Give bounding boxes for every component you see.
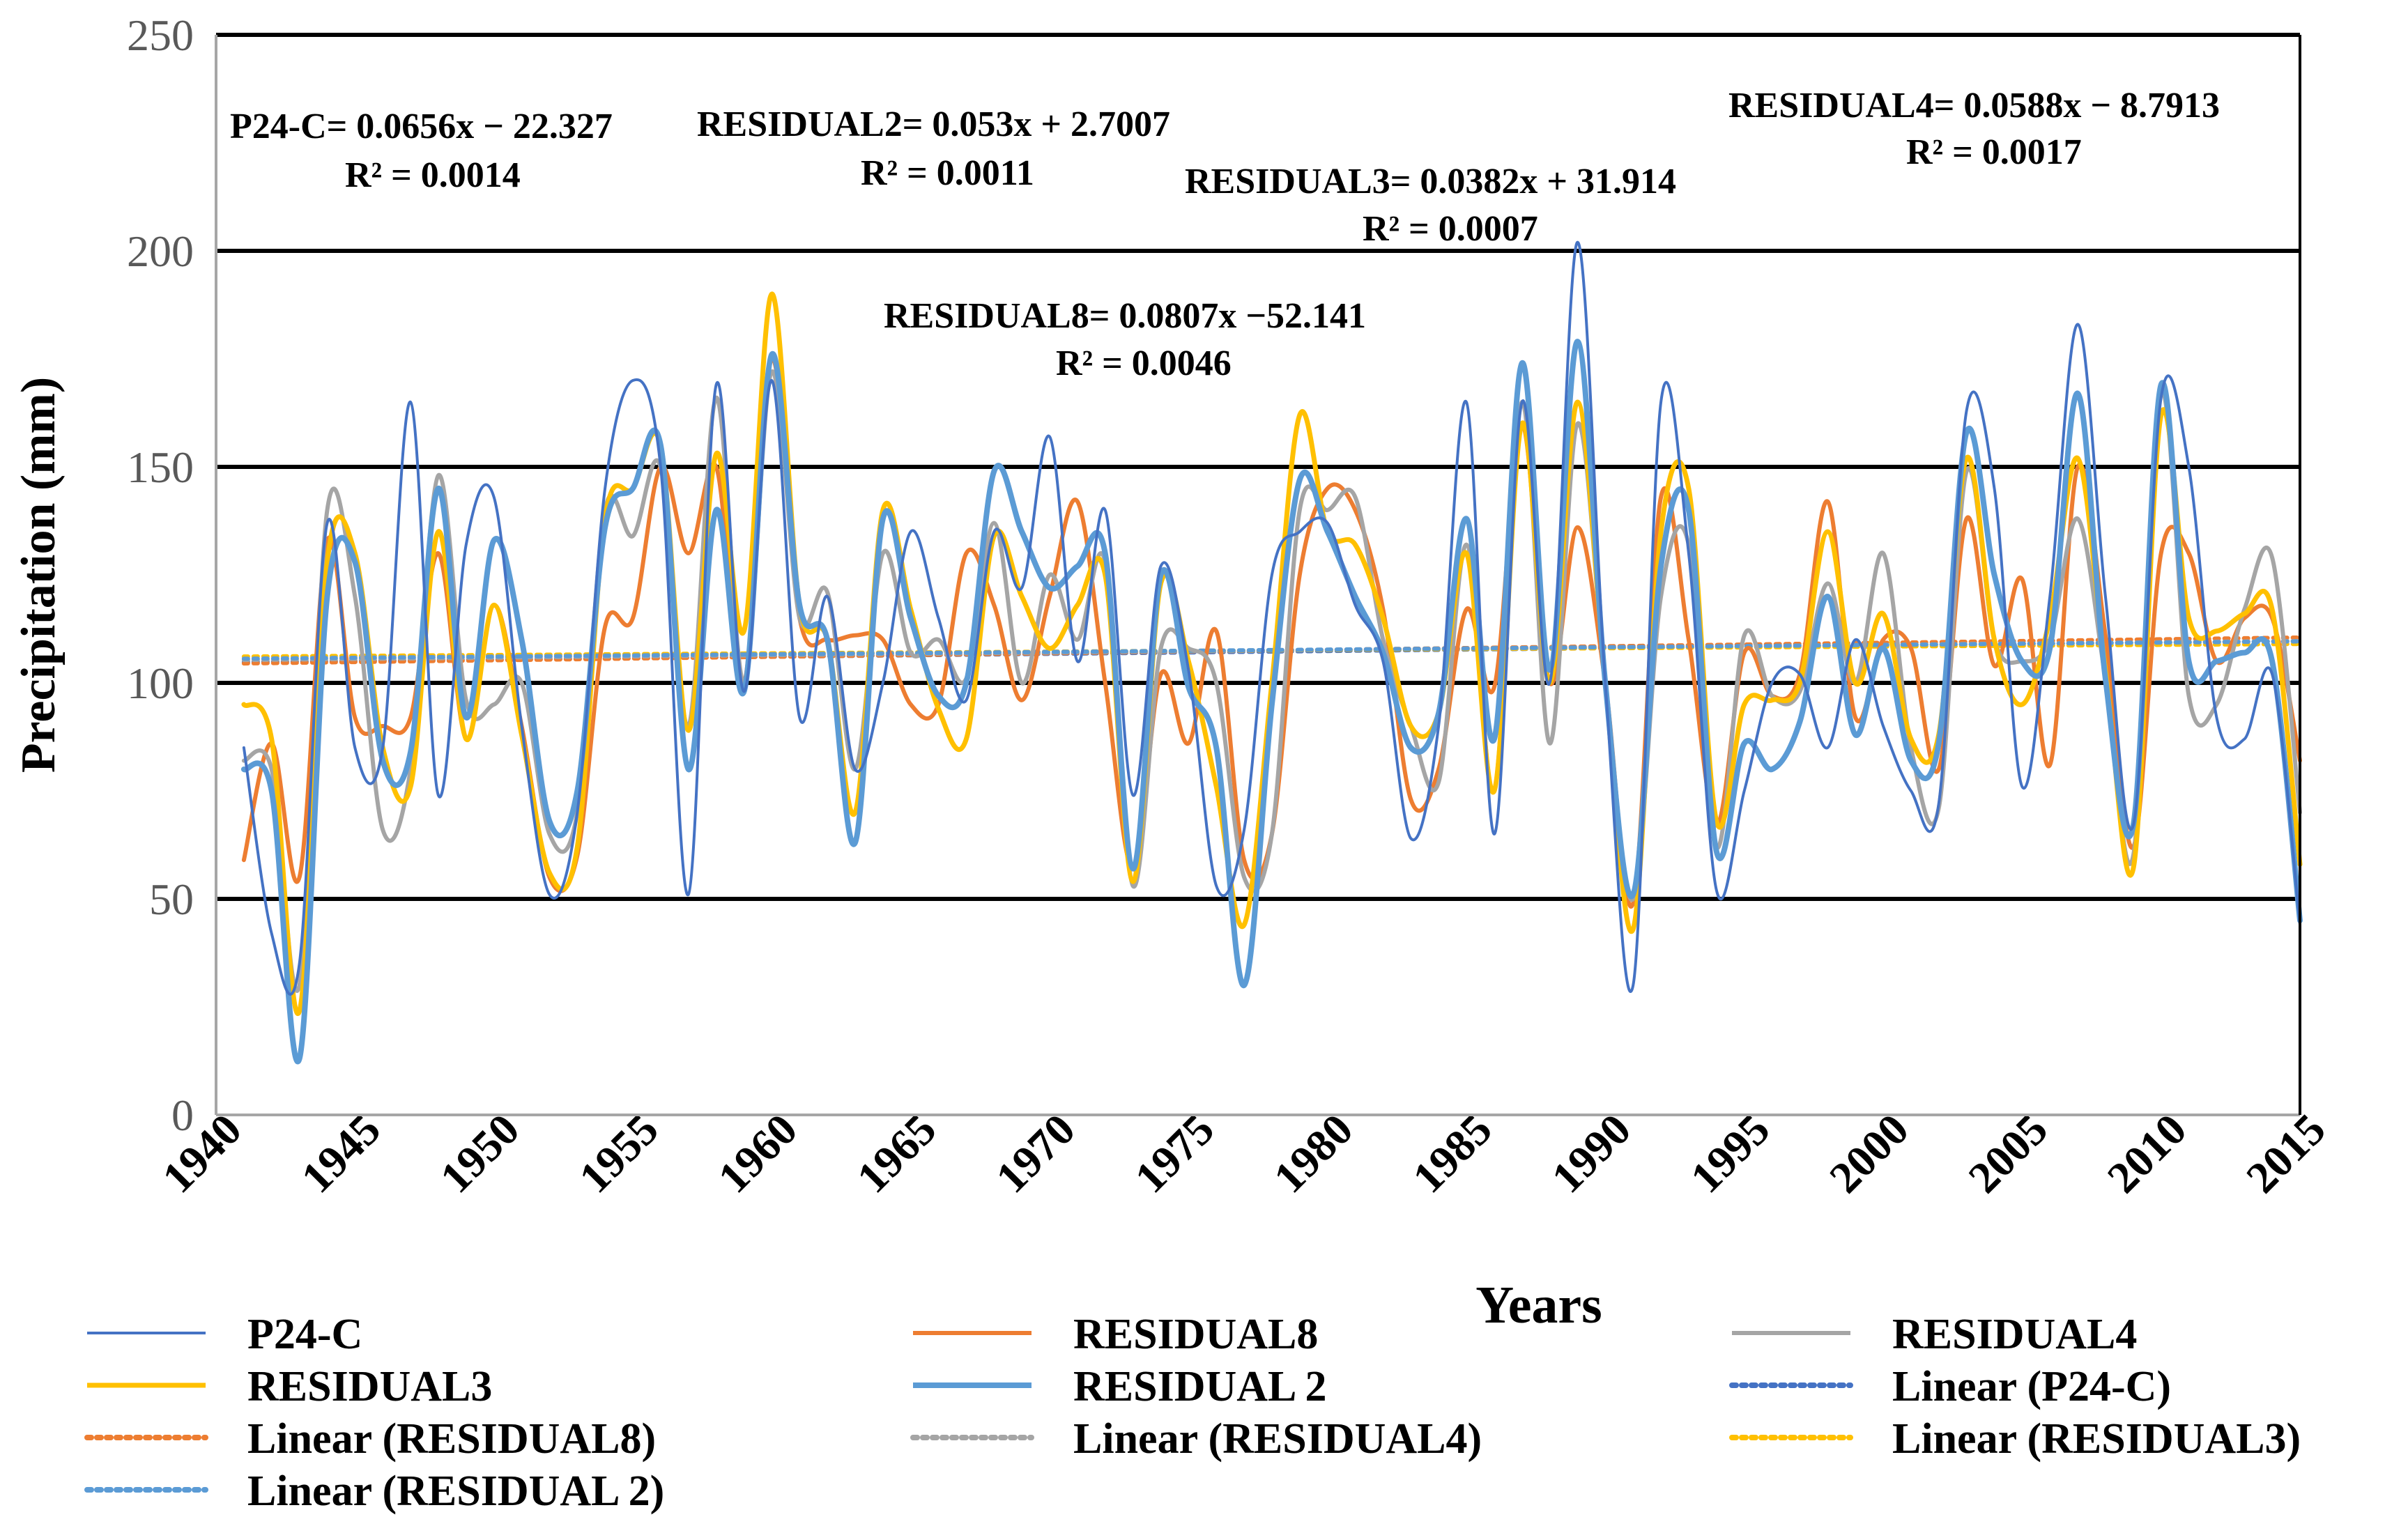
svg-text:RESIDUAL2= 0.053x + 2.7007: RESIDUAL2= 0.053x + 2.7007: [697, 105, 1170, 144]
x-tick-2010: 2010: [2098, 1104, 2196, 1203]
legend-item-linear-residual-2: Linear (RESIDUAL 2): [84, 1467, 664, 1515]
x-axis-title: Years: [1475, 1276, 1602, 1334]
svg-text:P24-C= 0.0656x − 22.327: P24-C= 0.0656x − 22.327: [230, 107, 613, 146]
legend-label-residual8: RESIDUAL8: [1073, 1311, 1318, 1358]
legend: P24-C RESIDUAL8 RESIDUAL4 RESIDUAL3 RESIDUAL…: [84, 1311, 2301, 1515]
x-tick-1995: 1995: [1681, 1104, 1779, 1203]
x-tick-labels: 1940 1945 1950 1955 1960 1965 1970 1975 1980 1985…: [153, 1104, 2335, 1203]
annotation-residual3: RESIDUAL3= 0.0382x + 31.914 R² = 0.0007: [1185, 162, 1676, 249]
legend-item-linear-p24-c: Linear (P24-C): [1729, 1363, 2171, 1410]
legend-label-p24-c: P24-C: [247, 1311, 362, 1358]
x-tick-1955: 1955: [569, 1104, 668, 1203]
legend-item-linear-residual4: Linear (RESIDUAL4): [910, 1415, 1482, 1463]
gridlines: [216, 33, 2300, 901]
y-tick-labels: 0 50 100 150 200 250: [127, 10, 194, 1140]
legend-item-linear-residual3: Linear (RESIDUAL3): [1729, 1415, 2301, 1463]
svg-text:RESIDUAL3= 0.0382x + 31.914: RESIDUAL3= 0.0382x + 31.914: [1185, 162, 1676, 201]
legend-label-residual4: RESIDUAL4: [1892, 1311, 2137, 1358]
x-tick-1960: 1960: [709, 1104, 807, 1203]
legend-label-linear-residual8: Linear (RESIDUAL8): [247, 1415, 656, 1463]
series-line-residual-2: [240, 339, 2303, 1065]
y-tick-150: 150: [127, 442, 194, 492]
x-tick-1990: 1990: [1542, 1104, 1641, 1203]
annotation-residual8: RESIDUAL8= 0.0807x −52.141 R² = 0.0046: [884, 296, 1366, 383]
x-tick-1940: 1940: [153, 1104, 251, 1203]
legend-item-residual8: RESIDUAL8: [913, 1311, 1318, 1358]
x-tick-1965: 1965: [848, 1104, 946, 1203]
svg-text:R² = 0.0011: R² = 0.0011: [861, 153, 1034, 193]
legend-label-linear-residual-2: Linear (RESIDUAL 2): [247, 1467, 664, 1515]
y-axis-title: Precipitation (mm): [12, 377, 66, 773]
x-tick-1970: 1970: [986, 1104, 1084, 1203]
legend-label-residual3: RESIDUAL3: [247, 1363, 492, 1410]
x-tick-1945: 1945: [292, 1104, 390, 1203]
svg-text:RESIDUAL4= 0.0588x − 8.7913: RESIDUAL4= 0.0588x − 8.7913: [1728, 86, 2220, 125]
legend-item-linear-residual8: Linear (RESIDUAL8): [84, 1415, 656, 1463]
x-tick-1985: 1985: [1403, 1104, 1501, 1203]
y-tick-50: 50: [149, 875, 194, 924]
legend-label-residual-2: RESIDUAL 2: [1073, 1363, 1327, 1410]
trendline-linear-residual-2: [241, 639, 2302, 661]
svg-text:R² = 0.0046: R² = 0.0046: [1056, 344, 1232, 383]
svg-text:R² = 0.0007: R² = 0.0007: [1363, 209, 1538, 249]
legend-label-linear-residual3: Linear (RESIDUAL3): [1892, 1415, 2301, 1463]
x-tick-2015: 2015: [2237, 1104, 2335, 1203]
legend-item-p24-c: P24-C: [87, 1311, 362, 1358]
annotation-p24c: P24-C= 0.0656x − 22.327 R² = 0.0014: [230, 107, 613, 195]
legend-item-residual4: RESIDUAL4: [1732, 1311, 2137, 1358]
x-tick-2005: 2005: [1959, 1104, 2057, 1203]
svg-text:R² = 0.0017: R² = 0.0017: [1906, 132, 2082, 172]
legend-item-residual-2: RESIDUAL 2: [913, 1363, 1327, 1410]
x-tick-2000: 2000: [1820, 1104, 1918, 1203]
y-tick-250: 250: [127, 10, 194, 60]
legend-label-linear-residual4: Linear (RESIDUAL4): [1073, 1415, 1482, 1463]
annotation-residual2: RESIDUAL2= 0.053x + 2.7007 R² = 0.0011: [697, 105, 1170, 193]
y-tick-200: 200: [127, 226, 194, 276]
legend-label-linear-p24-c: Linear (P24-C): [1892, 1363, 2171, 1410]
svg-text:RESIDUAL8= 0.0807x −52.141: RESIDUAL8= 0.0807x −52.141: [884, 296, 1366, 336]
legend-item-residual3: RESIDUAL3: [87, 1363, 492, 1410]
annotation-residual4: RESIDUAL4= 0.0588x − 8.7913 R² = 0.0017: [1728, 86, 2220, 172]
y-tick-100: 100: [127, 658, 194, 708]
x-tick-1980: 1980: [1264, 1104, 1363, 1203]
x-tick-1950: 1950: [431, 1104, 529, 1203]
y-tick-0: 0: [171, 1091, 194, 1140]
series-lines: [240, 240, 2303, 1065]
series-line-residual8: [241, 356, 2302, 909]
x-tick-1975: 1975: [1126, 1104, 1224, 1203]
svg-text:R² = 0.0014: R² = 0.0014: [345, 155, 521, 195]
series-line-p24-c: [242, 240, 2301, 996]
